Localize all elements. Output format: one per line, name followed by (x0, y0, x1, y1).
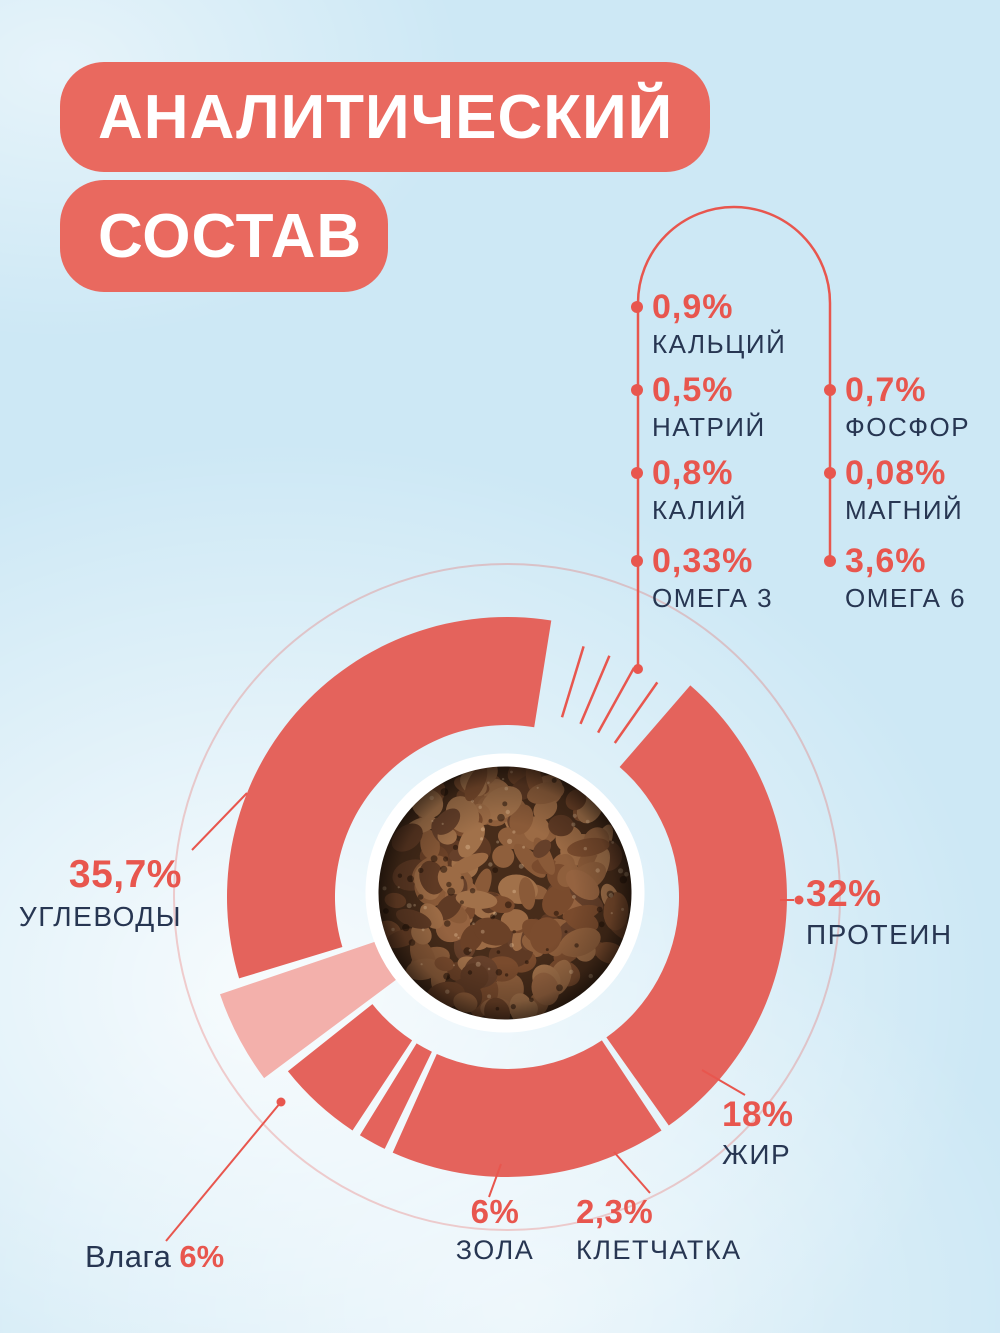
bullet-dot (631, 555, 643, 567)
donut-segment (606, 685, 787, 1126)
leader-line-carbs (191, 792, 248, 851)
outer-guide-circle (173, 563, 841, 1231)
hatch-line (613, 681, 659, 744)
mineral-calcium: 0,9% КАЛЬЦИЙ (631, 288, 787, 360)
leader-line-fiber (613, 1151, 651, 1194)
segment-label: Влага (85, 1239, 172, 1274)
title-banner-line2: СОСТАВ (60, 180, 388, 292)
bullet-dot (631, 301, 643, 313)
mineral-label: ОМЕГА 6 (845, 583, 967, 614)
mineral-omega6: 3,6% ОМЕГА 6 (824, 542, 967, 614)
mineral-label: МАГНИЙ (845, 495, 964, 526)
segment-value: 6% (179, 1239, 225, 1274)
bullet-dot (824, 555, 836, 567)
donut-segment (392, 1040, 662, 1177)
mineral-label: НАТРИЙ (652, 412, 766, 443)
donut-segment (220, 940, 400, 1079)
mineral-label: КАЛЬЦИЙ (652, 329, 787, 360)
mineral-label: ФОСФОР (845, 412, 971, 443)
segment-label: КЛЕТЧАТКА (576, 1234, 742, 1265)
vitamin-gap-hatch-lines (560, 646, 659, 744)
hatch-line (579, 655, 611, 725)
segment-callout-carbohydrates: 35,7% УГЛЕВОДЫ (18, 853, 182, 933)
segment-label: ЖИР (722, 1138, 792, 1170)
minerals-bracket (636, 205, 832, 669)
segment-value: 32% (806, 873, 882, 914)
kibble-photo (365, 753, 645, 1033)
leader-line-ash (488, 1163, 502, 1198)
segment-callout-ash: 6% ЗОЛА (452, 1194, 538, 1265)
mineral-sodium: 0,5% НАТРИЙ (631, 371, 766, 443)
mineral-value: 3,6% (845, 542, 927, 580)
mineral-value: 0,8% (652, 454, 734, 492)
segment-callout-protein: 32% ПРОТЕИН (806, 874, 953, 950)
donut-segment (287, 1004, 413, 1131)
mineral-label: КАЛИЙ (652, 495, 747, 526)
segment-value: 6% (470, 1193, 520, 1230)
bullet-dot (824, 384, 836, 396)
mineral-magnesium: 0,08% МАГНИЙ (824, 454, 964, 526)
photo-white-border (365, 753, 645, 1033)
bullet-dot (631, 467, 643, 479)
donut-ring (220, 616, 787, 1177)
mineral-value: 0,08% (845, 454, 947, 492)
mineral-potassium: 0,8% КАЛИЙ (631, 454, 747, 526)
segment-value: 2,3% (576, 1193, 654, 1230)
segment-label: ПРОТЕИН (806, 918, 953, 950)
title-banner-line1: АНАЛИТИЧЕСКИЙ (60, 62, 710, 172)
title-text-line1: АНАЛИТИЧЕСКИЙ (98, 82, 674, 152)
hatch-line (560, 646, 585, 718)
bullet-dot (824, 467, 836, 479)
leader-dot-protein (794, 895, 804, 905)
mineral-label: ОМЕГА 3 (652, 583, 774, 614)
donut-segment (359, 1043, 432, 1149)
mineral-phosphorus: 0,7% ФОСФОР (824, 371, 971, 443)
mineral-omega3: 0,33% ОМЕГА 3 (631, 542, 774, 614)
title-text-line2: СОСТАВ (98, 201, 363, 271)
donut-segment (226, 616, 552, 979)
hatch-line (597, 667, 636, 734)
segment-value: 35,7% (68, 853, 182, 896)
segment-value: 18% (722, 1095, 794, 1134)
segment-callout-fat: 18% ЖИР (722, 1096, 794, 1170)
bullet-dot (631, 384, 643, 396)
mineral-value: 0,9% (652, 288, 734, 326)
mineral-value: 0,5% (652, 371, 734, 409)
segment-callout-fiber: 2,3% КЛЕТЧАТКА (576, 1194, 742, 1265)
segment-label: УГЛЕВОДЫ (18, 901, 182, 933)
segment-label: ЗОЛА (455, 1234, 535, 1265)
mineral-value: 0,7% (845, 371, 927, 409)
mineral-value: 0,33% (652, 542, 754, 580)
leader-line-moisture (165, 1101, 282, 1242)
leader-line-fat (701, 1069, 746, 1096)
segment-callout-moisture: Влага 6% (85, 1240, 224, 1273)
bracket-end-dot (633, 664, 643, 674)
photo-vignette (378, 766, 632, 1020)
